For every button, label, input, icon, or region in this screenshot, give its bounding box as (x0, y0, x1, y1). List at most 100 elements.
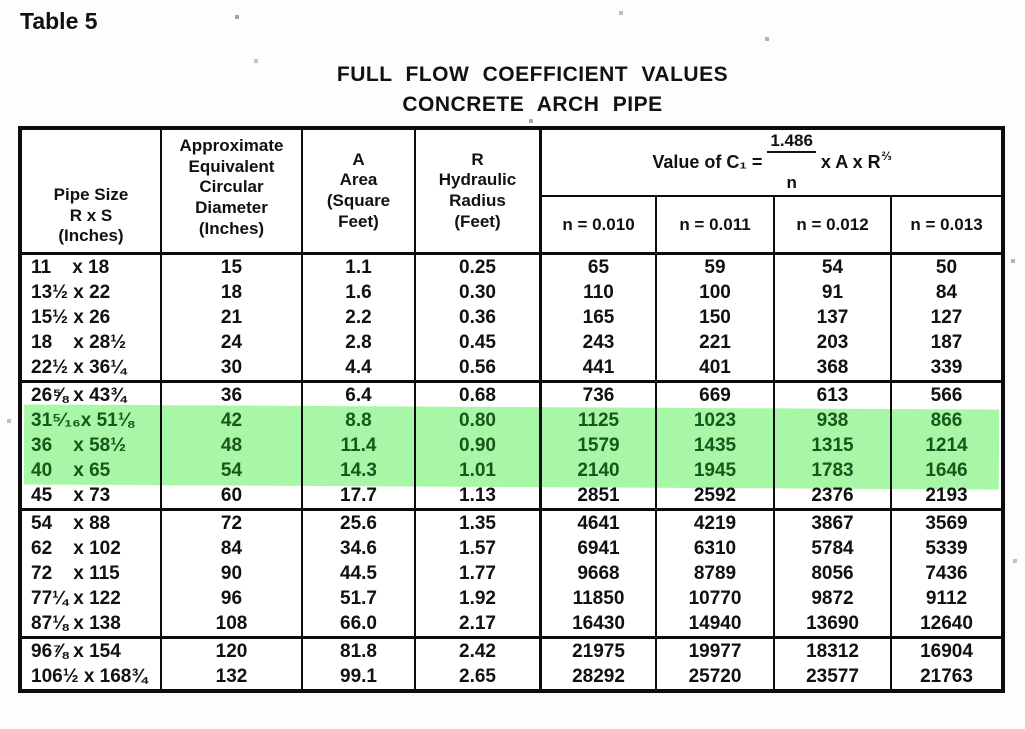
c1-n011-cell: 669 (657, 383, 775, 408)
c1-n010-cell: 1125 (542, 408, 657, 433)
c1-n011-cell: 6310 (657, 536, 775, 561)
diameter-cell: 96 (162, 586, 303, 611)
hydraulic-radius-cell: 2.17 (416, 611, 542, 636)
pipe-size-cell: 87⅛ x 138 (22, 611, 162, 636)
area-cell: 6.4 (303, 383, 416, 408)
c1-n013-cell: 84 (935, 282, 958, 303)
diameter-cell: 108 (162, 611, 303, 636)
c1-n011-cell: 1435 (657, 433, 775, 458)
c1-n012-cell: 368 (775, 355, 892, 380)
c1-n013-cell: 7436 (925, 563, 968, 584)
pipe-size-cell: 62 x 102 (22, 536, 162, 561)
c1-n012-cell: 938 (775, 408, 892, 433)
table-row: 72 x 115 90 44.5 1.77 9668 8789 8056 743… (22, 561, 1001, 586)
pipe-size-cell: 11 x 18 (22, 255, 162, 280)
c1-n012-cell: 23577 (775, 664, 892, 689)
table-number-label: Table 5 (20, 8, 98, 34)
c1-n012-cell: 613 (775, 383, 892, 408)
hydraulic-radius-cell: 1.01 (416, 458, 542, 483)
c1-n010-cell: 243 (542, 330, 657, 355)
row-group-3: 54 x 88 72 25.6 1.35 4641 4219 3867 3569… (22, 508, 1001, 636)
header-area: A Area (Square Feet) (303, 130, 416, 252)
header-n-013: n = 0.013 (910, 214, 983, 234)
diameter-cell: 15 (162, 255, 303, 280)
area-cell: 66.0 (303, 611, 416, 636)
formula-numerator: 1.486 (767, 132, 816, 154)
hydraulic-radius-cell: 2.65 (416, 664, 542, 689)
pipe-size-cell: 72 x 115 (22, 561, 162, 586)
c1-n012-cell: 2376 (775, 483, 892, 508)
c1-n010-cell: 441 (542, 355, 657, 380)
diameter-cell: 18 (162, 280, 303, 305)
hydraulic-radius-cell: 0.90 (416, 433, 542, 458)
pipe-size-cell: 22½ x 36¼ (22, 355, 162, 380)
c1-n010-cell: 9668 (542, 561, 657, 586)
area-cell: 25.6 (303, 511, 416, 536)
pipe-size-cell: 96⅞ x 154 (22, 639, 162, 664)
hydraulic-radius-cell: 0.36 (416, 305, 542, 330)
table-row: 45 x 73 60 17.7 1.13 2851 2592 2376 2193 (22, 483, 1001, 508)
c1-n012-cell: 9872 (775, 586, 892, 611)
c1-n010-cell: 28292 (542, 664, 657, 689)
formula-rhs: x A x R (820, 151, 881, 172)
hydraulic-radius-cell: 0.25 (416, 255, 542, 280)
formula-exponent: ⅔ (881, 149, 892, 164)
diameter-cell: 36 (162, 383, 303, 408)
c1-n011-cell: 1023 (657, 408, 775, 433)
scan-noise-specks (0, 0, 2, 2)
c1-n011-cell: 59 (657, 255, 775, 280)
c1-n013-cell: 5339 (925, 538, 968, 559)
hydraulic-radius-cell: 1.35 (416, 511, 542, 536)
hydraulic-radius-cell: 1.92 (416, 586, 542, 611)
c1-n010-cell: 6941 (542, 536, 657, 561)
area-cell: 99.1 (303, 664, 416, 689)
formula-lhs: Value of C₁ = (652, 151, 763, 172)
c1-n012-cell: 5784 (775, 536, 892, 561)
hydraulic-radius-cell: 2.42 (416, 639, 542, 664)
title-line-2: CONCRETE ARCH PIPE (402, 93, 663, 116)
area-cell: 1.6 (303, 280, 416, 305)
table-row: 96⅞ x 154 120 81.8 2.42 21975 19977 1831… (22, 639, 1001, 664)
area-cell: 8.8 (303, 408, 416, 433)
c1-n012-cell: 91 (775, 280, 892, 305)
area-cell: 14.3 (303, 458, 416, 483)
c1-n013-cell: 866 (930, 410, 963, 431)
title-block: FULL FLOW COEFFICIENT VALUES CONCRETE AR… (40, 60, 1025, 120)
c1-n010-cell: 2851 (542, 483, 657, 508)
diameter-cell: 24 (162, 330, 303, 355)
header-diameter: Approximate Equivalent Circular Diameter… (162, 130, 303, 252)
table-row: 22½ x 36¼ 30 4.4 0.56 441 401 368 339 (22, 355, 1001, 380)
c1-n013-cell: 9112 (925, 588, 968, 609)
table-row: 106½ x 168¾ 132 99.1 2.65 28292 25720 23… (22, 664, 1001, 689)
table-row: 26⅝ x 43¾ 36 6.4 0.68 736 669 613 566 (22, 383, 1001, 408)
c1-n010-cell: 2140 (542, 458, 657, 483)
c1-n013-cell: 2193 (925, 485, 968, 506)
header-n-012: n = 0.012 (775, 197, 892, 252)
area-cell: 2.8 (303, 330, 416, 355)
header-radius: R Hydraulic Radius (Feet) (416, 130, 542, 252)
table-row: 13½ x 22 18 1.6 0.30 110 100 91 84 (22, 280, 1001, 305)
c1-n011-cell: 8789 (657, 561, 775, 586)
pipe-size-cell: 77¼ x 122 (22, 586, 162, 611)
diameter-cell: 30 (162, 355, 303, 380)
pipe-size-cell: 45 x 73 (22, 483, 162, 508)
c1-n011-cell: 100 (657, 280, 775, 305)
c1-n013-cell: 50 (935, 257, 958, 278)
c1-n011-cell: 10770 (657, 586, 775, 611)
c1-n010-cell: 1579 (542, 433, 657, 458)
table-row: 87⅛ x 138 108 66.0 2.17 16430 14940 1369… (22, 611, 1001, 636)
pipe-size-cell: 15½ x 26 (22, 305, 162, 330)
table-row: 40 x 65 54 14.3 1.01 2140 1945 1783 1646 (22, 458, 1001, 483)
diameter-cell: 90 (162, 561, 303, 586)
coefficient-table: Pipe Size R x S (Inches) Approximate Equ… (18, 126, 1005, 693)
hydraulic-radius-cell: 0.30 (416, 280, 542, 305)
formula-denominator: n (786, 172, 797, 192)
c1-n010-cell: 165 (542, 305, 657, 330)
c1-n012-cell: 54 (775, 255, 892, 280)
hydraulic-radius-cell: 1.77 (416, 561, 542, 586)
c1-n013-cell: 12640 (920, 613, 973, 634)
c1-n011-cell: 19977 (657, 639, 775, 664)
c1-n013-cell: 3569 (925, 513, 968, 534)
area-cell: 17.7 (303, 483, 416, 508)
pipe-size-cell: 40 x 65 (22, 458, 162, 483)
